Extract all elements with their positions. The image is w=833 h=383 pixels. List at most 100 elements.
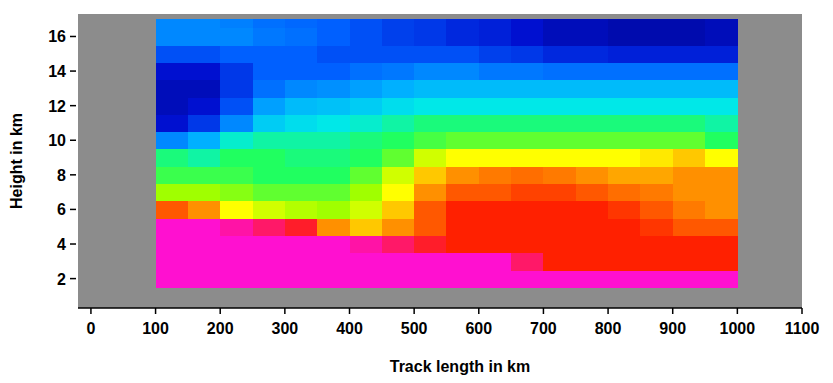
cell [479,218,512,236]
y-tick-label: 10 [48,132,66,149]
cell [253,45,286,63]
cell [382,149,415,167]
cell [414,201,447,219]
y-tick [70,105,76,107]
cell [156,80,189,98]
cell [479,149,512,167]
y-tick [70,243,76,245]
cell [414,45,447,63]
cell [576,45,609,63]
cell [511,270,544,288]
cell [511,28,544,46]
cell [253,28,286,46]
cell [414,97,447,115]
cell [511,166,544,184]
cell [317,80,350,98]
cell [543,218,576,236]
cell [285,253,318,271]
cell [414,235,447,253]
cell [220,218,253,236]
cell [673,149,706,167]
cell [673,183,706,201]
cell [382,218,415,236]
cell [253,80,286,98]
cell [317,19,350,28]
cell [608,28,641,46]
cell [576,270,609,288]
cell [285,235,318,253]
cell [350,19,383,28]
cell [705,149,738,167]
cell [220,62,253,80]
cell [446,28,479,46]
cell [156,114,189,132]
cell [511,19,544,28]
x-axis-line [78,307,802,309]
cell [350,253,383,271]
cell [285,149,318,167]
cell [414,62,447,80]
cell [640,19,673,28]
cell [253,132,286,150]
cell [705,45,738,63]
cell [511,201,544,219]
cell [608,80,641,98]
cell [220,149,253,167]
cell [382,28,415,46]
cell [673,80,706,98]
cell [543,62,576,80]
cell [188,28,221,46]
cell [446,97,479,115]
x-tick [478,308,480,314]
cell [414,166,447,184]
cell [317,97,350,115]
cell [479,183,512,201]
cell [414,28,447,46]
cell [220,253,253,271]
cell [220,201,253,219]
cell [608,62,641,80]
cell [156,132,189,150]
cell [511,45,544,63]
cell [543,132,576,150]
cell [382,80,415,98]
cell [414,114,447,132]
cell [705,253,738,271]
cell [479,132,512,150]
cell [220,45,253,63]
cell [350,114,383,132]
cell [479,62,512,80]
x-tick [543,308,545,314]
y-tick [70,139,76,141]
x-tick [672,308,674,314]
cell [543,166,576,184]
cell [576,97,609,115]
cell [156,19,189,28]
cell [640,62,673,80]
cell [188,235,221,253]
cell [350,235,383,253]
cell [350,45,383,63]
x-tick [413,308,415,314]
cell [350,28,383,46]
cell [446,183,479,201]
cell [188,97,221,115]
cell [188,149,221,167]
chart: 0100200300400500600700800900100011002468… [0,0,833,383]
cell [382,183,415,201]
cell [705,270,738,288]
y-tick-label: 12 [48,98,66,115]
cell [543,235,576,253]
cell [350,132,383,150]
cell [576,201,609,219]
cell [414,132,447,150]
cell [511,235,544,253]
cells [156,19,738,288]
cell [543,114,576,132]
cell [156,28,189,46]
x-tick-label: 800 [595,320,622,337]
x-tick [801,308,803,314]
x-tick [155,308,157,314]
cell [220,19,253,28]
cell [382,201,415,219]
